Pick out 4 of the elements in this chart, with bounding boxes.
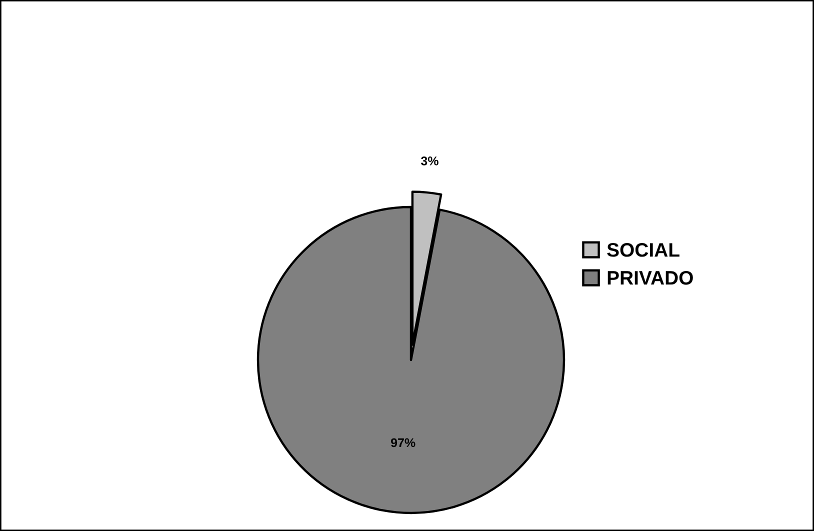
legend-label: PRIVADO [608,270,693,285]
data-label: 3% [420,156,438,166]
legend-label: SOCIAL [607,243,680,257]
data-label: 97% [391,438,416,448]
